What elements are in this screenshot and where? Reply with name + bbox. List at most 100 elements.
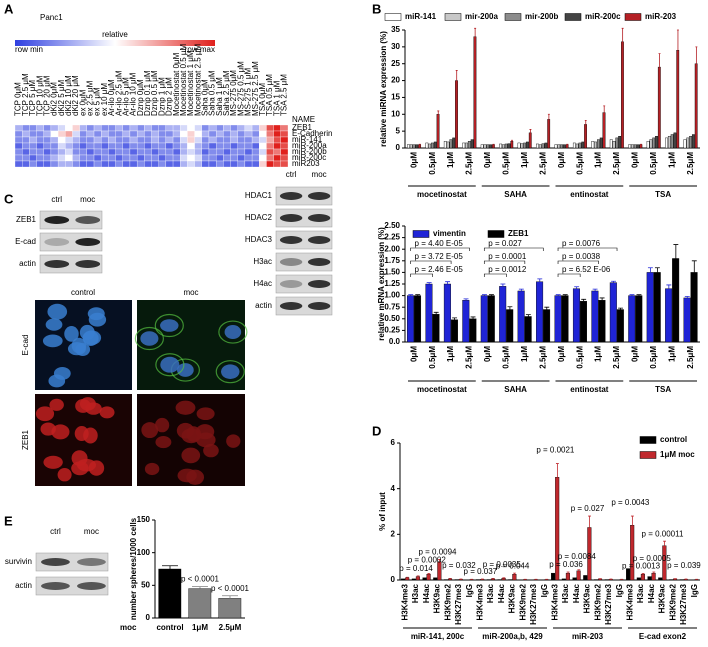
heatmap-cell xyxy=(122,130,131,138)
heatmap-cell xyxy=(216,142,224,150)
heatmap-cell xyxy=(259,154,267,162)
group-label: miR-203 xyxy=(572,632,604,641)
heatmap-cell xyxy=(65,148,73,156)
heatmap-cell xyxy=(136,154,145,162)
bar xyxy=(591,290,599,343)
heatmap-cell xyxy=(259,124,267,132)
annotation: p = 2.46 E-05 xyxy=(415,265,464,274)
bar xyxy=(665,137,668,149)
heatmap-cell xyxy=(237,136,246,144)
heatmap-cell xyxy=(144,130,152,138)
nucleus xyxy=(53,366,71,380)
column-label: ex 0μM xyxy=(78,89,87,116)
cell-membrane xyxy=(154,313,184,338)
heatmap-cell xyxy=(29,148,37,156)
column-label: TSA 0.5 μM xyxy=(265,74,274,116)
heatmap-cell xyxy=(144,154,152,162)
y-tick-label: 2.00 xyxy=(384,244,400,253)
heatmap-cell xyxy=(79,130,87,138)
heatmap-cell xyxy=(72,136,80,144)
error-bar xyxy=(647,267,653,273)
annotation: p = 0.0038 xyxy=(562,252,601,261)
error-bar xyxy=(629,294,635,296)
heatmap-cell xyxy=(108,124,116,132)
lane-label: moc xyxy=(84,527,99,536)
x-tick-label: 2.5μM xyxy=(465,152,474,175)
heatmap-cell xyxy=(93,154,102,162)
nucleus xyxy=(155,436,172,449)
nucleus xyxy=(71,450,88,467)
bar xyxy=(621,41,624,149)
bar xyxy=(649,139,653,149)
bar xyxy=(562,144,566,149)
bar xyxy=(412,144,416,149)
x-tick-label: 0μM xyxy=(409,152,418,168)
error-bar xyxy=(663,540,666,546)
annotation: p < 0.0001 xyxy=(211,584,250,593)
annotation: p = 0.027 xyxy=(488,239,522,248)
annotation: p = 0.036 xyxy=(549,560,583,569)
error-bar xyxy=(427,572,431,575)
nucleus xyxy=(67,342,86,356)
heatmap-cell xyxy=(201,130,210,138)
heatmap-cell xyxy=(180,160,188,168)
x-tick-label: H3K27me3 xyxy=(679,583,688,624)
error-bar xyxy=(192,586,208,589)
error-bar xyxy=(684,296,690,298)
x-tick-label: 0.5μM xyxy=(502,346,511,369)
heatmap-cell xyxy=(115,124,123,132)
heatmap-cell xyxy=(180,148,188,156)
bar xyxy=(480,144,484,149)
heatmap-cell xyxy=(266,124,274,132)
bar xyxy=(428,143,432,149)
heatmap-cell xyxy=(280,136,289,144)
x-tick-label: 1μM xyxy=(192,623,208,632)
heatmap-cell xyxy=(43,130,52,138)
blot-label: survivin xyxy=(5,557,32,566)
heatmap-cell xyxy=(57,148,66,156)
blot-band xyxy=(75,216,101,224)
annotation: p = 0.00011 xyxy=(642,529,684,538)
y-axis-label: relative mRNA expression (%) xyxy=(377,227,386,341)
heatmap-cell xyxy=(208,136,217,144)
bar xyxy=(450,319,458,343)
heatmap-cell xyxy=(187,154,195,162)
bar xyxy=(655,135,658,149)
error-bar xyxy=(611,280,616,283)
bar xyxy=(415,144,419,149)
heatmap-cell xyxy=(187,124,195,132)
bar xyxy=(469,318,477,343)
bar xyxy=(490,578,495,581)
heatmap-cell xyxy=(201,136,210,144)
heatmap-cell xyxy=(86,142,95,150)
blot xyxy=(39,254,103,274)
heatmap-cell xyxy=(72,148,80,156)
cell-membrane xyxy=(134,326,164,351)
blot-band xyxy=(279,236,303,244)
column-label: TSA 2.5 μM xyxy=(280,74,289,116)
lane-label: moc xyxy=(312,170,327,179)
x-tick-label: 1μM xyxy=(520,152,529,168)
heatmap-cell xyxy=(50,130,59,138)
column-label: Mocetinostat 2.5 μM xyxy=(193,43,202,116)
heatmap-cell xyxy=(36,154,44,162)
group-label: TSA xyxy=(655,385,671,394)
heatmap-cell xyxy=(65,130,73,138)
error-bar xyxy=(452,317,458,320)
error-bar xyxy=(577,569,581,571)
legend-swatch xyxy=(504,13,522,21)
bar xyxy=(672,258,680,343)
heatmap-cell xyxy=(50,124,59,132)
blot-band xyxy=(307,214,331,222)
y-tick-label: 1.25 xyxy=(384,279,400,288)
bar xyxy=(218,598,242,619)
x-tick-label: H3ac xyxy=(486,583,495,603)
x-tick-label: 0.5μM xyxy=(575,346,584,369)
x-tick-label: H3K9me2 xyxy=(518,583,527,620)
bar xyxy=(520,143,524,149)
bar xyxy=(433,577,438,581)
column-label: Dznp 0.5 μM xyxy=(150,70,159,116)
blot-band xyxy=(41,582,70,590)
heatmap-cell xyxy=(115,136,123,144)
bar xyxy=(506,309,514,343)
